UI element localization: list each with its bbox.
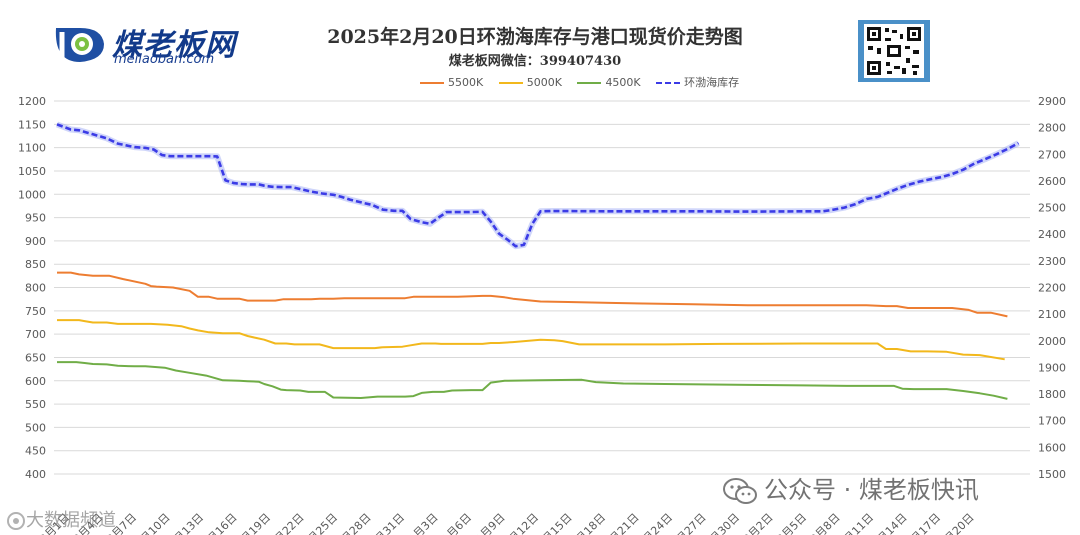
right-tick-label: 2800 — [1038, 122, 1066, 135]
legend-label-4500k: 4500K — [605, 76, 641, 89]
x-tick-label: 1月27日 — [669, 511, 709, 535]
logo-url: meilaoban.com — [114, 52, 215, 67]
right-tick-label: 1700 — [1038, 415, 1066, 428]
legend-item-5000k: 5000K — [498, 76, 562, 89]
x-tick-label: 2月20日 — [937, 511, 977, 535]
x-tick-label: 1月18日 — [569, 511, 609, 535]
legend-swatch-5000k — [498, 82, 523, 84]
series-line-5000k — [57, 319, 1005, 361]
left-tick-label: 800 — [25, 282, 46, 295]
wechat-watermark: 公众号 · 煤老板快讯 — [722, 470, 979, 506]
x-tick-label: 2月17日 — [904, 511, 944, 535]
left-tick-label: 650 — [25, 351, 46, 364]
x-tick-label: 1月3日 — [406, 511, 441, 535]
legend-swatch-stock — [656, 82, 681, 84]
stock-line-glow — [55, 121, 1020, 250]
x-tick-label: 1月24日 — [636, 511, 676, 535]
legend-label-5500k: 5500K — [448, 76, 484, 89]
legend-swatch-4500k — [577, 82, 602, 84]
right-tick-label: 2100 — [1038, 308, 1066, 321]
left-tick-label: 700 — [25, 328, 46, 341]
chart-title: 2025年2月20日环渤海库存与港口现货价走势图 — [327, 26, 743, 48]
left-tick-label: 450 — [25, 445, 46, 458]
series-lines — [55, 121, 1020, 400]
legend-label-5000k: 5000K — [526, 76, 562, 89]
x-tick-label: 2月2日 — [741, 511, 776, 535]
right-tick-label: 2300 — [1038, 255, 1066, 268]
left-tick-label: 550 — [25, 398, 46, 411]
right-tick-label: 2200 — [1038, 282, 1066, 295]
logo-mark-icon — [55, 28, 104, 62]
x-axis-ticks: 12月1日12月4日12月7日12月10日12月13日12月16日12月19日1… — [33, 511, 977, 535]
series-line-4500k — [57, 361, 1008, 400]
chart-legend: 5500K 5000K 4500K 环渤海库存 — [420, 74, 751, 90]
wechat-icon — [723, 478, 757, 504]
meilaoban-logo: 煤老板网 meilaoban.com — [52, 18, 292, 70]
right-tick-label: 1500 — [1038, 468, 1066, 481]
x-tick-label: 1月12日 — [502, 511, 542, 535]
legend-swatch-5500k — [420, 82, 444, 84]
x-tick-label: 1月30日 — [703, 511, 743, 535]
right-tick-label: 2400 — [1038, 228, 1066, 241]
grid-lines — [54, 100, 1030, 475]
x-tick-label: 1月21日 — [602, 511, 642, 535]
legend-item-4500k: 4500K — [577, 76, 641, 89]
x-tick-label: 2月14日 — [870, 511, 910, 535]
logo-text: 煤老板网 — [112, 28, 236, 63]
left-tick-label: 1150 — [18, 118, 46, 131]
right-axis-ticks: 1500 1600 1700 1800 1900 2000 2100 2200 2300 2400… — [1038, 95, 1066, 481]
series-line-stock — [56, 123, 1020, 248]
left-axis-ticks: 400 450 500 550 600 650 700 750 800 850 900 950 1000… — [18, 95, 46, 481]
x-tick-label: 1月6日 — [439, 511, 474, 535]
left-tick-label: 500 — [25, 421, 46, 434]
qr-code-icon — [858, 20, 930, 82]
left-tick-label: 950 — [25, 212, 46, 225]
left-tick-label: 1000 — [18, 188, 46, 201]
wechat-watermark-text: 公众号 · 煤老板快讯 — [764, 476, 979, 504]
left-tick-label: 750 — [25, 305, 46, 318]
legend-item-5500k: 5500K — [420, 76, 483, 89]
legend-label-stock: 环渤海库存 — [684, 76, 740, 89]
right-tick-label: 2600 — [1038, 175, 1066, 188]
x-tick-label: 2月8日 — [808, 511, 843, 535]
series-line-5500k — [57, 271, 1008, 318]
x-tick-label: 2月5日 — [774, 511, 809, 535]
left-tick-label: 850 — [25, 258, 46, 271]
right-tick-label: 1600 — [1038, 441, 1066, 454]
x-tick-label: 1月9日 — [473, 511, 508, 535]
chart-subtitle: 煤老板网微信：399407430 — [448, 54, 622, 69]
right-tick-label: 1900 — [1038, 361, 1066, 374]
left-tick-label: 1050 — [18, 165, 46, 178]
right-tick-label: 2700 — [1038, 148, 1066, 161]
corner-watermark-icon — [7, 512, 25, 530]
right-tick-label: 2500 — [1038, 202, 1066, 215]
left-tick-label: 1200 — [18, 95, 46, 108]
legend-item-stock: 环渤海库存 — [656, 74, 739, 90]
x-tick-label: 2月11日 — [837, 511, 877, 535]
corner-watermark-text: 大数据频道 — [26, 510, 116, 531]
corner-watermark: 大数据频道 — [6, 506, 116, 532]
right-tick-label: 1800 — [1038, 388, 1066, 401]
left-tick-label: 600 — [25, 375, 46, 388]
left-tick-label: 400 — [25, 468, 46, 481]
left-tick-label: 1100 — [18, 142, 46, 155]
left-tick-label: 900 — [25, 235, 46, 248]
x-tick-label: 1月15日 — [535, 511, 575, 535]
right-tick-label: 2000 — [1038, 335, 1066, 348]
right-tick-label: 2900 — [1038, 95, 1066, 108]
